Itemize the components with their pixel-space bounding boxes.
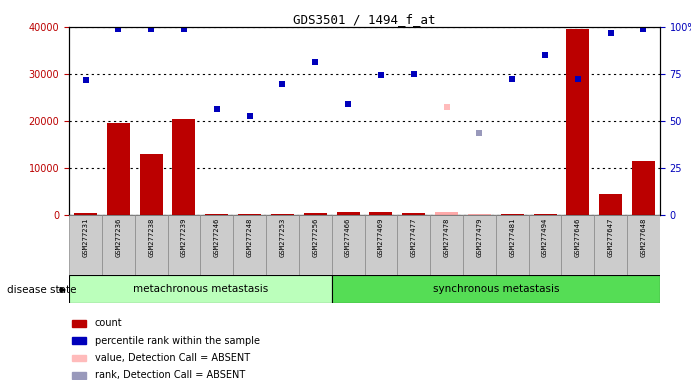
Bar (463, 215, 495, 275)
Text: GSM277477: GSM277477 (410, 218, 417, 257)
Bar (69, 215, 102, 275)
Text: count: count (95, 318, 122, 328)
Bar (501, 214, 524, 215)
Bar (533, 214, 556, 215)
Bar (102, 215, 135, 275)
Text: GSM277478: GSM277478 (444, 218, 450, 257)
Bar (332, 275, 660, 303)
Bar (233, 215, 266, 275)
Bar (468, 214, 491, 215)
Bar (135, 215, 167, 275)
Bar (430, 215, 463, 275)
Text: GSM277236: GSM277236 (115, 218, 122, 257)
Text: GSM277466: GSM277466 (345, 218, 351, 257)
Bar (271, 214, 294, 215)
Bar (140, 154, 162, 215)
Bar (402, 213, 425, 215)
Text: synchronous metastasis: synchronous metastasis (433, 284, 559, 294)
Text: GSM277231: GSM277231 (82, 218, 88, 257)
Bar (435, 212, 458, 215)
Text: GSM277246: GSM277246 (214, 218, 220, 257)
Bar (167, 215, 200, 275)
Text: GSM277239: GSM277239 (181, 218, 187, 257)
Bar (266, 215, 299, 275)
Text: rank, Detection Call = ABSENT: rank, Detection Call = ABSENT (95, 370, 245, 380)
Text: value, Detection Call = ABSENT: value, Detection Call = ABSENT (95, 353, 249, 363)
Bar (370, 212, 392, 215)
Text: GSM277481: GSM277481 (509, 218, 515, 257)
Bar (69, 275, 332, 303)
Bar (397, 215, 430, 275)
Bar (594, 215, 627, 275)
Bar (529, 215, 561, 275)
Bar (200, 215, 233, 275)
Text: GSM277648: GSM277648 (641, 218, 647, 257)
Bar (299, 215, 332, 275)
Bar (238, 214, 261, 215)
Text: GSM277253: GSM277253 (279, 218, 285, 257)
Text: GSM277479: GSM277479 (476, 218, 482, 257)
Text: GSM277248: GSM277248 (247, 218, 253, 257)
Bar (632, 161, 655, 215)
Text: disease state: disease state (7, 285, 77, 295)
Text: GSM277238: GSM277238 (148, 218, 154, 257)
Text: metachronous metastasis: metachronous metastasis (133, 284, 268, 294)
Bar (72, 337, 86, 344)
Bar (332, 215, 365, 275)
Bar (627, 215, 660, 275)
Bar (205, 214, 228, 215)
Bar (337, 212, 359, 215)
Bar (567, 29, 589, 215)
Bar (496, 215, 529, 275)
Bar (72, 354, 86, 361)
Bar (173, 119, 196, 215)
Text: GSM277647: GSM277647 (607, 218, 614, 257)
Text: GSM277469: GSM277469 (378, 218, 384, 257)
Bar (72, 372, 86, 379)
Bar (107, 123, 130, 215)
Bar (561, 215, 594, 275)
Title: GDS3501 / 1494_f_at: GDS3501 / 1494_f_at (293, 13, 436, 26)
Text: GSM277256: GSM277256 (312, 218, 319, 257)
Text: GSM277494: GSM277494 (542, 218, 548, 257)
Bar (365, 215, 397, 275)
Bar (74, 213, 97, 215)
Text: GSM277646: GSM277646 (575, 218, 581, 257)
Bar (72, 320, 86, 327)
Bar (304, 213, 327, 215)
Text: percentile rank within the sample: percentile rank within the sample (95, 336, 260, 346)
Bar (599, 194, 622, 215)
